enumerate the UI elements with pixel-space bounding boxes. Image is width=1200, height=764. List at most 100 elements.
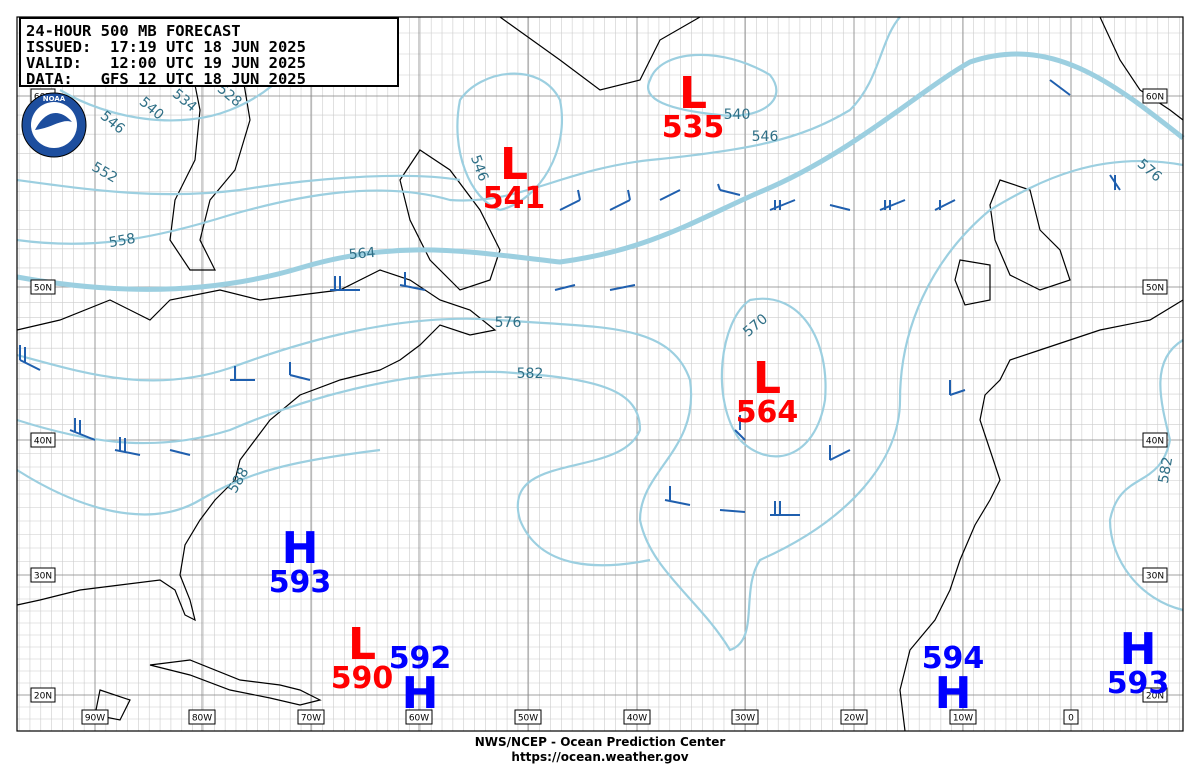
coastline xyxy=(899,299,1184,732)
lon-label-box xyxy=(81,709,109,725)
wind-barb xyxy=(664,79,1121,516)
lat-label-box xyxy=(1142,88,1168,104)
header-box xyxy=(19,17,399,87)
contour-line xyxy=(16,174,461,196)
lat-label: 50N xyxy=(1146,284,1164,294)
coastline xyxy=(1099,16,1184,121)
grid xyxy=(17,17,1183,731)
lon-label-box xyxy=(840,709,868,725)
lat-label: 20N xyxy=(34,692,52,702)
contour-line xyxy=(16,370,651,567)
center-value: 593 xyxy=(1107,666,1170,701)
lon-label: 60W xyxy=(409,714,429,724)
lon-label-box xyxy=(514,709,542,725)
coastline xyxy=(989,179,1071,291)
lon-label-box xyxy=(188,709,216,725)
center-value: 593 xyxy=(269,565,332,600)
center-letter: L xyxy=(348,619,376,670)
lat-label: 40N xyxy=(1146,437,1164,447)
center-letter: H xyxy=(1120,624,1157,675)
contour-label: 546 xyxy=(752,129,779,145)
lat-label-box xyxy=(30,567,56,583)
contour-line xyxy=(16,16,901,245)
logo-inner xyxy=(31,102,77,148)
header-line: 24-HOUR 500 MB FORECAST xyxy=(26,22,241,40)
lon-label: 10W xyxy=(953,714,973,724)
center-value: 564 xyxy=(736,395,799,430)
header-line: DATA: GFS 12 UTC 18 JUN 2025 xyxy=(26,70,306,88)
center-letter: L xyxy=(679,68,707,119)
lat-label-box xyxy=(30,279,56,295)
lat-label-box xyxy=(1142,687,1168,703)
footer-line: NWS/NCEP - Ocean Prediction Center xyxy=(475,735,726,749)
wind-barb xyxy=(559,183,956,211)
lat-label-box xyxy=(30,432,56,448)
lon-label: 30W xyxy=(735,714,755,724)
contour-label: 540 xyxy=(724,107,751,123)
map-frame xyxy=(16,16,1184,732)
lat-label-box xyxy=(30,687,56,703)
contour-line xyxy=(647,53,778,117)
lat-label: 40N xyxy=(34,437,52,447)
lon-label-box xyxy=(297,709,325,725)
lat-label: 30N xyxy=(34,572,52,582)
lat-label: 20N xyxy=(1146,692,1164,702)
lon-label: 40W xyxy=(627,714,647,724)
contour-line xyxy=(720,297,827,458)
center-letter: H xyxy=(282,523,319,574)
logo-text: NOAA xyxy=(43,95,66,103)
contour-label: 576 xyxy=(495,315,522,331)
contour-label: 582 xyxy=(1156,456,1176,485)
contour-line xyxy=(456,72,563,212)
lat-label-box xyxy=(1142,279,1168,295)
contour-line xyxy=(1108,339,1184,612)
coastline xyxy=(399,149,501,291)
contour-line xyxy=(16,448,381,516)
lat-label-box xyxy=(1142,567,1168,583)
center-value: 541 xyxy=(483,181,546,216)
wind-barb xyxy=(19,272,636,456)
lat-label: 50N xyxy=(34,284,52,294)
lon-label-box xyxy=(405,709,433,725)
coastline xyxy=(149,659,322,706)
contour-line xyxy=(16,159,1184,652)
contour-label: 582 xyxy=(517,366,544,382)
lon-label: 0 xyxy=(1068,714,1074,724)
lat-label: 60N xyxy=(1146,93,1164,103)
center-letter: H xyxy=(935,668,972,719)
header-line: VALID: 12:00 UTC 19 JUN 2025 xyxy=(26,54,306,72)
lon-label-box xyxy=(1063,709,1079,725)
coastline xyxy=(954,259,991,306)
lon-label: 50W xyxy=(518,714,538,724)
contour-line xyxy=(16,51,1185,292)
contour-label: 558 xyxy=(108,231,137,251)
coastline xyxy=(499,16,701,91)
lon-label: 90W xyxy=(85,714,105,724)
center-value: 594 xyxy=(922,641,985,676)
center-value: 535 xyxy=(662,110,725,145)
lon-label: 70W xyxy=(301,714,321,724)
center-value: 592 xyxy=(389,641,452,676)
center-letter: L xyxy=(500,139,528,190)
lat-label-box xyxy=(1142,432,1168,448)
center-letter: H xyxy=(402,668,439,719)
lon-label-box xyxy=(731,709,759,725)
lat-label: 30N xyxy=(1146,572,1164,582)
lon-label-box xyxy=(623,709,651,725)
header-line: ISSUED: 17:19 UTC 18 JUN 2025 xyxy=(26,38,306,56)
lon-label: 80W xyxy=(192,714,212,724)
center-letter: L xyxy=(753,353,781,404)
footer-line: https://ocean.weather.gov xyxy=(511,750,688,764)
contour-label: 564 xyxy=(348,245,376,263)
lon-label-box xyxy=(949,709,977,725)
center-value: 590 xyxy=(331,661,394,696)
coastline xyxy=(94,689,131,721)
lon-label: 20W xyxy=(844,714,864,724)
coastline xyxy=(16,269,497,622)
wind-barbs xyxy=(19,79,1121,516)
logo-bird xyxy=(35,112,72,130)
height-contours xyxy=(16,16,1185,652)
